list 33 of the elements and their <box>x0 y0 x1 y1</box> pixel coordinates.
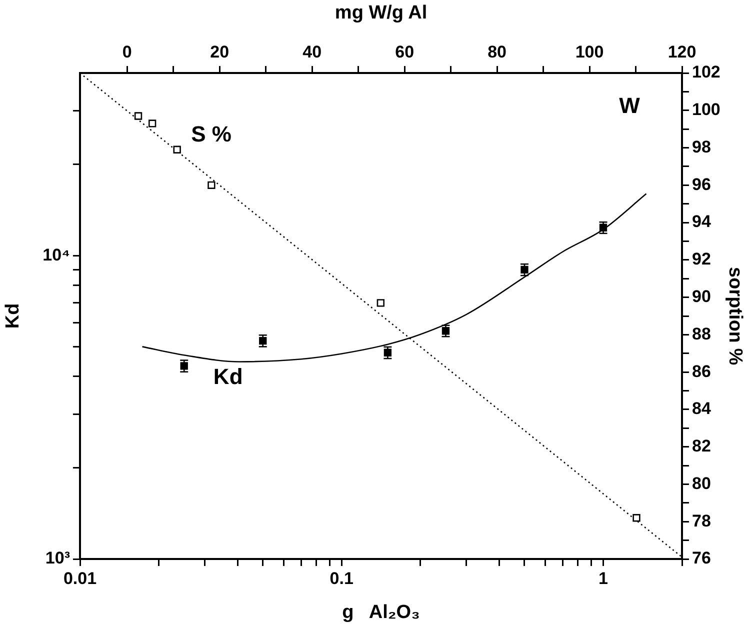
x2-tick-label: 20 <box>210 42 230 62</box>
x2-tick-label: 60 <box>395 42 414 62</box>
x-tick-label: 0.01 <box>63 568 97 588</box>
y2-tick-label: 78 <box>692 511 711 530</box>
y2-tick-label: 80 <box>692 474 711 493</box>
y2-tick-label: 88 <box>692 324 711 344</box>
y2-tick-label: 94 <box>692 212 712 232</box>
x-tick-label: 1 <box>598 568 608 588</box>
y2-axis-title: sorption % <box>724 266 746 366</box>
y2-tick-label: 96 <box>692 174 711 194</box>
x2-tick-label: 80 <box>488 42 507 62</box>
y2-tick-label: 98 <box>692 137 711 156</box>
y2-tick-label: 82 <box>692 436 711 456</box>
y2-tick-label: 76 <box>692 548 711 568</box>
annotation: S % <box>191 121 232 146</box>
x2-tick-label: 120 <box>668 42 696 62</box>
y2-tick-label: 90 <box>692 286 711 306</box>
x-axis-title: g Al₂O₃ <box>342 602 420 623</box>
x2-tick-label: 100 <box>575 42 604 62</box>
x2-tick-label: 40 <box>302 42 322 62</box>
y2-tick-label: 100 <box>692 100 720 120</box>
y-axis-title: Kd <box>2 303 24 329</box>
annotation: W <box>619 93 640 118</box>
x2-axis-title: mg W/g Al <box>334 2 428 24</box>
y-tick-label: 10⁴ <box>42 245 70 264</box>
annotation: Kd <box>213 364 243 389</box>
y2-tick-label: 86 <box>692 362 711 381</box>
y2-tick-label: 102 <box>692 62 720 82</box>
y2-tick-label: 92 <box>692 250 711 269</box>
x-tick-label: 0.1 <box>330 568 354 588</box>
x2-tick-label: 0 <box>122 42 132 62</box>
y2-tick-label: 84 <box>692 399 712 418</box>
y-tick-label: 10³ <box>45 548 70 568</box>
